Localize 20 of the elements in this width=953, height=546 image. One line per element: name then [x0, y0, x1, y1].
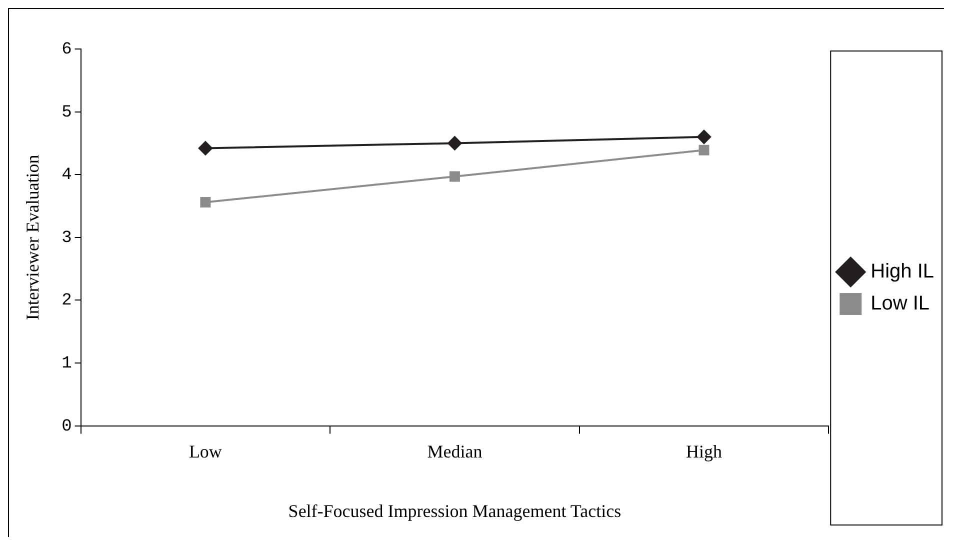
y-axis-title: Interviewer Evaluation: [22, 154, 43, 320]
y-tick-label: 0: [62, 417, 72, 436]
point: [696, 130, 711, 144]
point: [200, 196, 211, 208]
y-tick-label: 5: [62, 103, 72, 122]
legend-label: Low IL: [870, 292, 930, 315]
legend-label: High IL: [870, 260, 934, 283]
x-tick-label: Median: [427, 441, 482, 462]
y-tick-label: 4: [62, 166, 72, 186]
point: [449, 171, 460, 182]
point: [698, 144, 710, 156]
point: [198, 141, 212, 156]
x-axis-title: Self-Focused Impression Management Tactics: [288, 500, 622, 521]
x-tick-label: Low: [188, 441, 222, 462]
y-tick-label: 3: [62, 228, 72, 248]
point: [448, 136, 462, 150]
x-tick-label: High: [686, 441, 722, 462]
y-tick-label: 1: [62, 354, 72, 374]
y-tick-label: 6: [62, 40, 72, 60]
y-tick-label: 2: [62, 292, 72, 311]
